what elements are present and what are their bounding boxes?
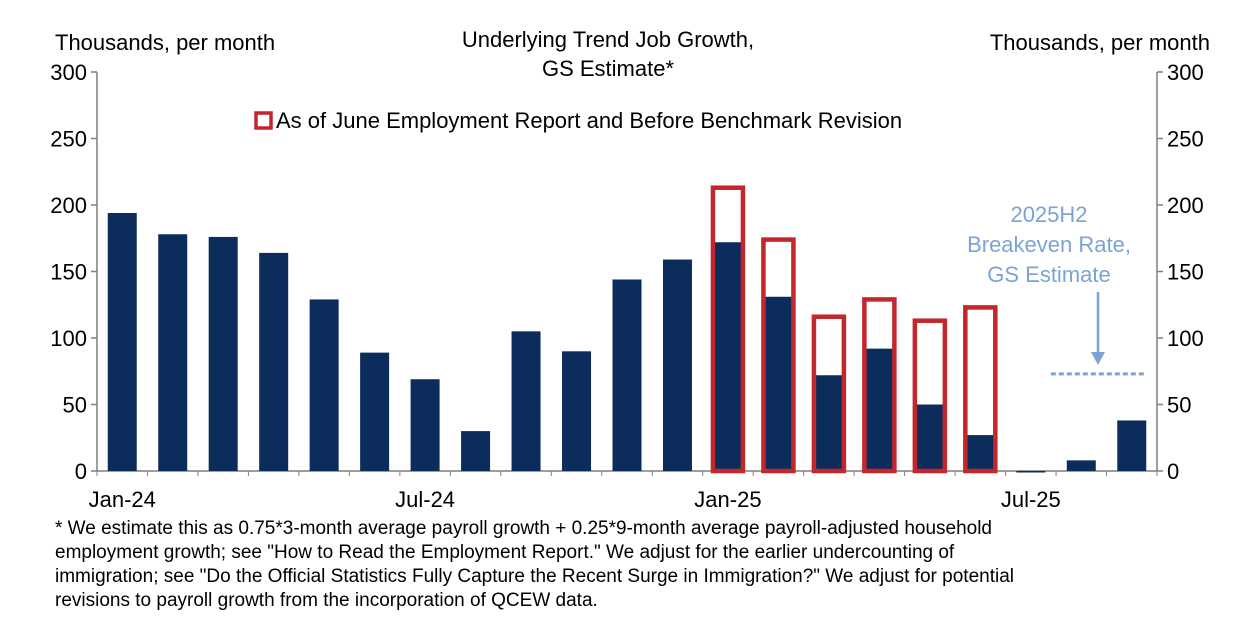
bar [562,351,592,471]
footnote-line-3: immigration; see "Do the Official Statis… [55,566,1014,587]
bar [158,234,188,471]
footnote-line-1: * We estimate this as 0.75*3-month avera… [55,518,993,539]
y-tick-label-left: 50 [63,393,87,418]
outline-bar [710,185,746,474]
legend: As of June Employment Report and Before … [254,108,902,133]
y-tick-label-right: 300 [1167,60,1204,85]
bar [461,431,491,471]
bar [410,379,440,471]
bars [107,212,1147,473]
legend-label: As of June Employment Report and Before … [276,108,902,133]
bar [814,375,844,471]
bar [713,242,743,471]
bar [763,296,793,471]
outline-bar [761,237,796,474]
chart-title: Underlying Trend Job Growth, [462,27,754,52]
bar [360,352,390,471]
y-tick-label-left: 250 [50,127,87,152]
bar [1117,420,1147,471]
y-tick-label-left: 200 [50,193,87,218]
bar [662,259,692,471]
y-tick-label-right: 150 [1167,260,1204,285]
y-tick-label-left: 100 [50,326,87,351]
x-tick-label: Jul-24 [395,487,455,512]
bar [107,212,137,472]
job-growth-chart: Underlying Trend Job Growth, GS Estimate… [50,27,1210,512]
outline-bar [811,314,847,474]
x-tick-label: Jan-24 [89,487,156,512]
y-tick-label-right: 200 [1167,193,1204,218]
breakeven-label-line-3: GS Estimate [987,262,1110,287]
y-tick-label-left: 0 [75,459,87,484]
x-tick-label: Jan-25 [694,487,761,512]
y-tick-label-left: 300 [50,60,87,85]
y-tick-label-right: 50 [1167,393,1191,418]
bar [864,348,894,471]
breakeven-label-line-1: 2025H2 [1010,202,1087,227]
breakeven-annotation: 2025H2 Breakeven Rate, GS Estimate [967,202,1145,376]
outline-bar [963,305,998,474]
bar [1016,471,1046,473]
bar [965,435,995,471]
footnote-line-2: employment growth; see "How to Read the … [55,542,955,563]
footnote-line-4: revisions to payroll growth from the inc… [55,590,598,611]
axes: 0 0 50 50 100 100 150 150 200 200 250 250 300 300 Jan-… [50,60,1203,512]
chart-subtitle: GS Estimate* [542,56,674,81]
x-tick-label: Jul-25 [1001,487,1061,512]
y-axis-label-left: Thousands, per month [55,30,275,55]
y-tick-label-right: 0 [1167,459,1179,484]
outline-bar [912,318,948,474]
bar [259,252,289,471]
y-axis-label-right: Thousands, per month [990,30,1210,55]
bar [309,299,339,471]
breakeven-arrow-head [1091,352,1105,365]
outline-bar [862,297,897,474]
y-tick-label-left: 150 [50,260,87,285]
footnote: * We estimate this as 0.75*3-month avera… [55,517,1205,613]
outline-bars [710,185,998,474]
bar [612,279,642,471]
bar [1066,460,1096,471]
bar [915,404,945,471]
bar [511,331,541,471]
bar [208,236,238,471]
breakeven-label-line-2: Breakeven Rate, [967,232,1131,257]
y-tick-label-right: 250 [1167,127,1204,152]
y-tick-label-right: 100 [1167,326,1204,351]
legend-swatch [254,111,273,130]
